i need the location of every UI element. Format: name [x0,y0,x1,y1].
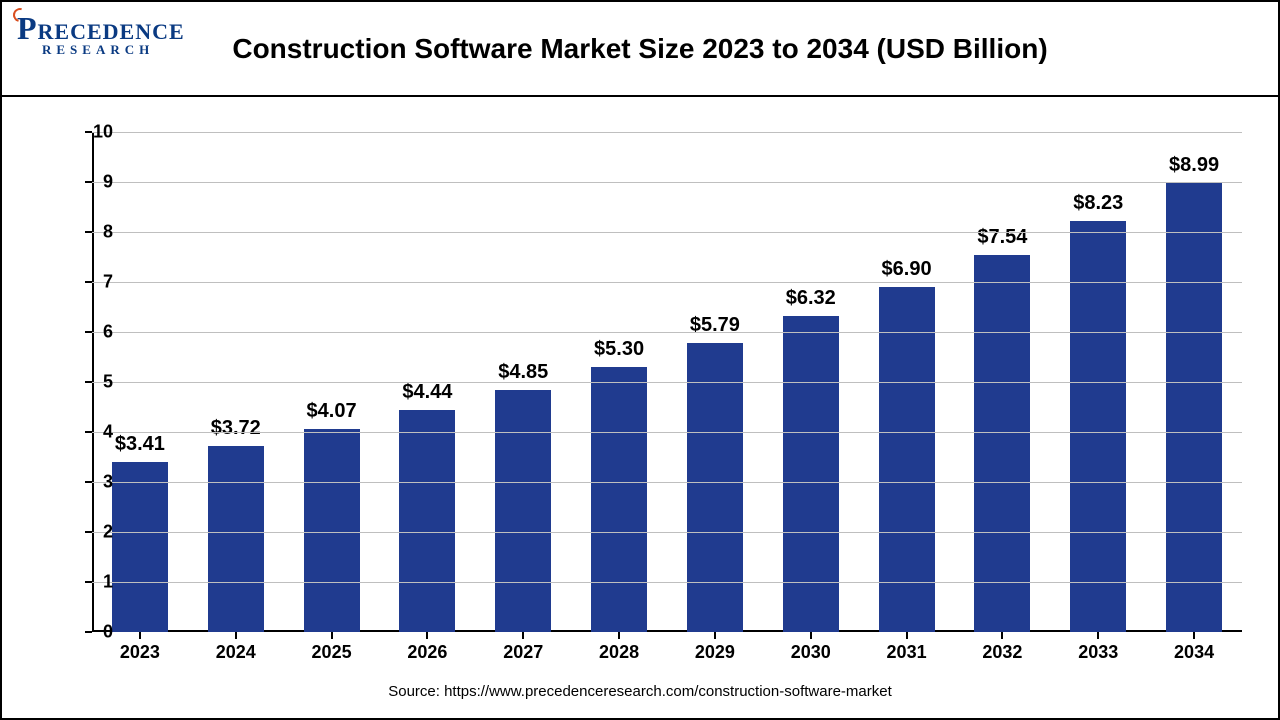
x-tick-label: 2034 [1164,642,1224,663]
bar-group: $7.54 [974,255,1030,632]
bar [687,343,743,633]
x-tick-mark [714,632,716,639]
source-citation: Source: https://www.precedenceresearch.c… [2,683,1278,700]
bar-value-label: $4.07 [307,400,357,423]
grid-line [92,582,1242,583]
y-tick-label: 6 [83,322,113,343]
bar [879,287,935,632]
x-tick-mark [1193,632,1195,639]
grid-line [92,432,1242,433]
y-tick-label: 2 [83,522,113,543]
bar [112,462,168,633]
grid-line [92,282,1242,283]
bar-value-label: $3.41 [115,433,165,456]
bar-value-label: $3.72 [211,417,261,440]
bar-value-label: $4.85 [498,361,548,384]
bar-group: $6.90 [879,287,935,632]
bar-group: $3.41 [112,462,168,633]
logo-text-bottom: RESEARCH [42,42,185,58]
bar [399,410,455,632]
x-tick-mark [1097,632,1099,639]
y-tick-label: 7 [83,272,113,293]
y-tick-label: 3 [83,472,113,493]
y-tick-label: 4 [83,422,113,443]
y-tick-label: 10 [83,122,113,143]
x-tick-label: 2025 [302,642,362,663]
chart-header: PRECEDENCE RESEARCH Construction Softwar… [2,2,1278,97]
x-tick-label: 2033 [1068,642,1128,663]
bar-group: $6.32 [783,316,839,632]
x-tick-label: 2029 [685,642,745,663]
bar-group: $5.79 [687,343,743,633]
logo-text-top: PRECEDENCE [17,12,185,44]
grid-line [92,482,1242,483]
bar-group: $4.85 [495,390,551,633]
x-tick-mark [522,632,524,639]
chart-plot-area: $3.41 $3.72 $4.07 $4.44 $4.85 $5.30 $5.79 $6.32… [92,132,1242,632]
x-tick-label: 2031 [877,642,937,663]
brand-logo: PRECEDENCE RESEARCH [17,12,185,58]
y-tick-label: 1 [83,572,113,593]
x-tick-mark [331,632,333,639]
bar [208,446,264,632]
bar-value-label: $7.54 [977,226,1027,249]
bar-group: $8.99 [1166,183,1222,633]
x-tick-mark [426,632,428,639]
bar-value-label: $8.23 [1073,192,1123,215]
x-tick-label: 2032 [972,642,1032,663]
grid-line [92,382,1242,383]
bar [495,390,551,633]
bar-value-label: $8.99 [1169,154,1219,177]
chart-title: Construction Software Market Size 2023 t… [2,33,1278,65]
grid-line [92,132,1242,133]
x-tick-label: 2024 [206,642,266,663]
grid-line [92,532,1242,533]
bar-value-label: $6.90 [882,258,932,281]
bar [974,255,1030,632]
bar [591,367,647,632]
bar [1166,183,1222,633]
y-tick-label: 8 [83,222,113,243]
x-tick-label: 2027 [493,642,553,663]
bar-group: $4.44 [399,410,455,632]
x-tick-label: 2028 [589,642,649,663]
y-tick-label: 9 [83,172,113,193]
y-tick-label: 0 [83,622,113,643]
x-tick-mark [139,632,141,639]
x-tick-label: 2023 [110,642,170,663]
bar-value-label: $4.44 [402,381,452,404]
grid-line [92,182,1242,183]
x-tick-mark [810,632,812,639]
x-tick-label: 2026 [397,642,457,663]
grid-line [92,332,1242,333]
bar [783,316,839,632]
x-tick-mark [906,632,908,639]
x-tick-mark [618,632,620,639]
x-tick-mark [1001,632,1003,639]
bar-group: $3.72 [208,446,264,632]
bar-value-label: $6.32 [786,287,836,310]
bar [304,429,360,633]
bar-group: $4.07 [304,429,360,633]
bar-value-label: $5.79 [690,314,740,337]
x-tick-label: 2030 [781,642,841,663]
bar-group: $5.30 [591,367,647,632]
x-tick-mark [235,632,237,639]
y-tick-label: 5 [83,372,113,393]
bar-value-label: $5.30 [594,338,644,361]
grid-line [92,232,1242,233]
